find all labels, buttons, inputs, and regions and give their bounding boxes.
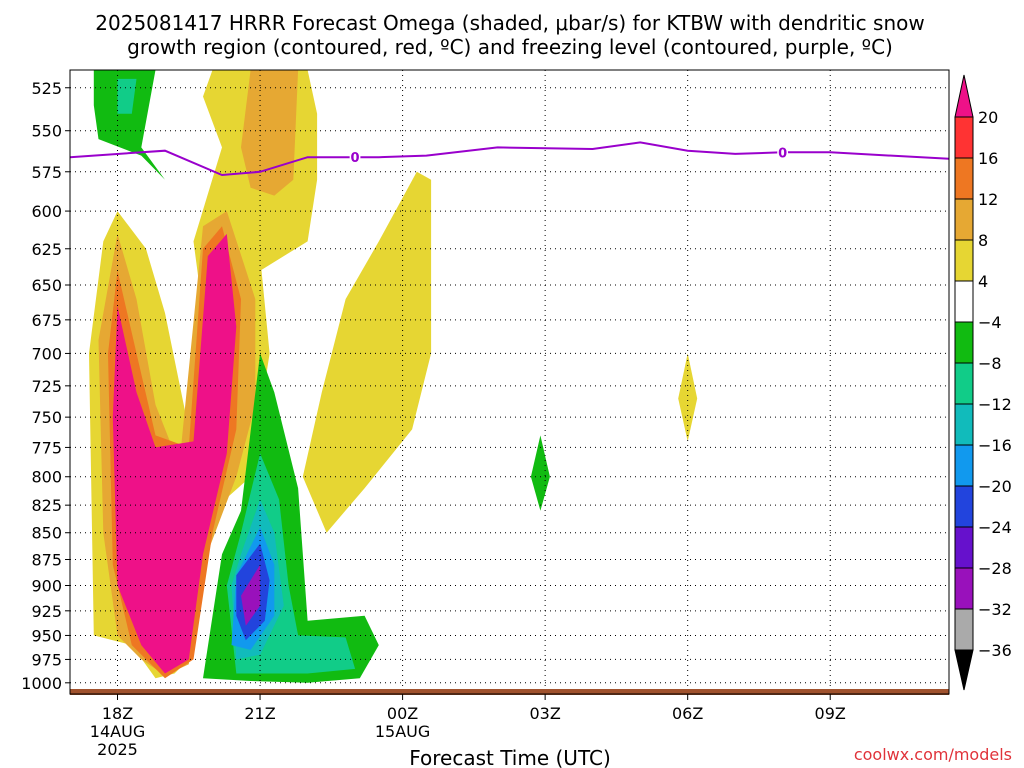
omega-shading [89, 70, 698, 683]
y-tick-label: 825 [31, 496, 62, 515]
colorbar-label: 8 [978, 231, 988, 250]
colorbar-swatch [954, 321, 974, 364]
colorbar-label: −24 [978, 518, 1012, 537]
chart-title-line2: growth region (contoured, red, ºC) and f… [127, 35, 893, 59]
y-tick-label: 850 [31, 524, 62, 543]
colorbar-swatch [954, 444, 974, 487]
y-axis: 525 550 575 600 625 650 675 700 725 750 775 800 825 8… [21, 79, 70, 693]
colorbar-label: −8 [978, 354, 1002, 373]
ground-strip [70, 689, 949, 695]
colorbar-label: −4 [978, 313, 1002, 332]
x-tick-label: 18Z [102, 704, 133, 723]
colorbar-label: −12 [978, 395, 1012, 414]
x-tick-label: 00Z [387, 704, 418, 723]
colorbar-label: −28 [978, 559, 1012, 578]
colorbar: 20 16 12 8 4 −4 −8 −12 −16 −20 −24 −28 −32 −36 [954, 74, 1012, 691]
freezing-level-line [70, 141, 949, 177]
colorbar-swatch [954, 362, 974, 405]
omega-region-14 [530, 435, 550, 511]
omega-region-7 [678, 353, 698, 442]
credit-text: coolwx.com/models [854, 745, 1012, 764]
colorbar-label: 16 [978, 149, 998, 168]
grid-lines [70, 70, 949, 692]
x-axis-label: Forecast Time (UTC) [409, 746, 611, 768]
freezing-level-label: 0 [351, 151, 360, 166]
colorbar-label: −20 [978, 477, 1012, 496]
y-tick-label: 725 [31, 377, 62, 396]
y-tick-label: 650 [31, 276, 62, 295]
y-tick-label: 875 [31, 550, 62, 569]
colorbar-swatch [954, 567, 974, 610]
y-tick-label: 800 [31, 468, 62, 487]
omega-region-5 [112, 233, 237, 674]
colorbar-swatch [954, 526, 974, 569]
x-tick-label: 06Z [672, 704, 703, 723]
y-tick-label: 775 [31, 438, 62, 457]
colorbar-label: −36 [978, 641, 1012, 660]
omega-region-1 [241, 70, 299, 196]
plot-frame [69, 69, 950, 695]
y-tick-label: 600 [31, 202, 62, 221]
omega-region-6 [302, 171, 432, 533]
y-tick-label: 625 [31, 240, 62, 259]
colorbar-swatch [954, 403, 974, 446]
colorbar-swatch [954, 239, 974, 282]
colorbar-swatch [954, 116, 974, 159]
colorbar-swatch [954, 608, 974, 651]
colorbar-swatch-top [954, 74, 974, 118]
colorbar-swatch [954, 280, 974, 323]
y-tick-label: 750 [31, 408, 62, 427]
y-tick-label: 700 [31, 344, 62, 363]
x-tick-label: 14AUG [90, 722, 145, 741]
colorbar-label: 12 [978, 190, 998, 209]
colorbar-swatch [954, 157, 974, 200]
y-tick-label: 900 [31, 577, 62, 596]
x-tick-label: 21Z [244, 704, 275, 723]
colorbar-label: 20 [978, 108, 998, 127]
y-tick-label: 525 [31, 79, 62, 98]
y-tick-label: 925 [31, 602, 62, 621]
omega-region-15 [93, 70, 165, 180]
colorbar-swatch-bottom [954, 649, 974, 691]
y-tick-label: 550 [31, 122, 62, 141]
colorbar-swatch [954, 485, 974, 528]
y-tick-label: 1000 [21, 674, 62, 693]
y-tick-label: 575 [31, 163, 62, 182]
y-tick-label: 675 [31, 311, 62, 330]
x-tick-label: 03Z [529, 704, 560, 723]
omega-region-16 [117, 78, 137, 114]
colorbar-swatch [954, 198, 974, 241]
freezing-level-label: 0 [778, 146, 787, 161]
colorbar-label: −16 [978, 436, 1012, 455]
y-tick-label: 950 [31, 626, 62, 645]
x-tick-label: 2025 [97, 740, 138, 759]
x-tick-label: 09Z [815, 704, 846, 723]
y-tick-label: 975 [31, 650, 62, 669]
colorbar-label: −32 [978, 600, 1012, 619]
colorbar-label: 4 [978, 272, 988, 291]
x-tick-label: 15AUG [375, 722, 430, 741]
chart-title-line1: 2025081417 HRRR Forecast Omega (shaded, … [95, 11, 924, 35]
